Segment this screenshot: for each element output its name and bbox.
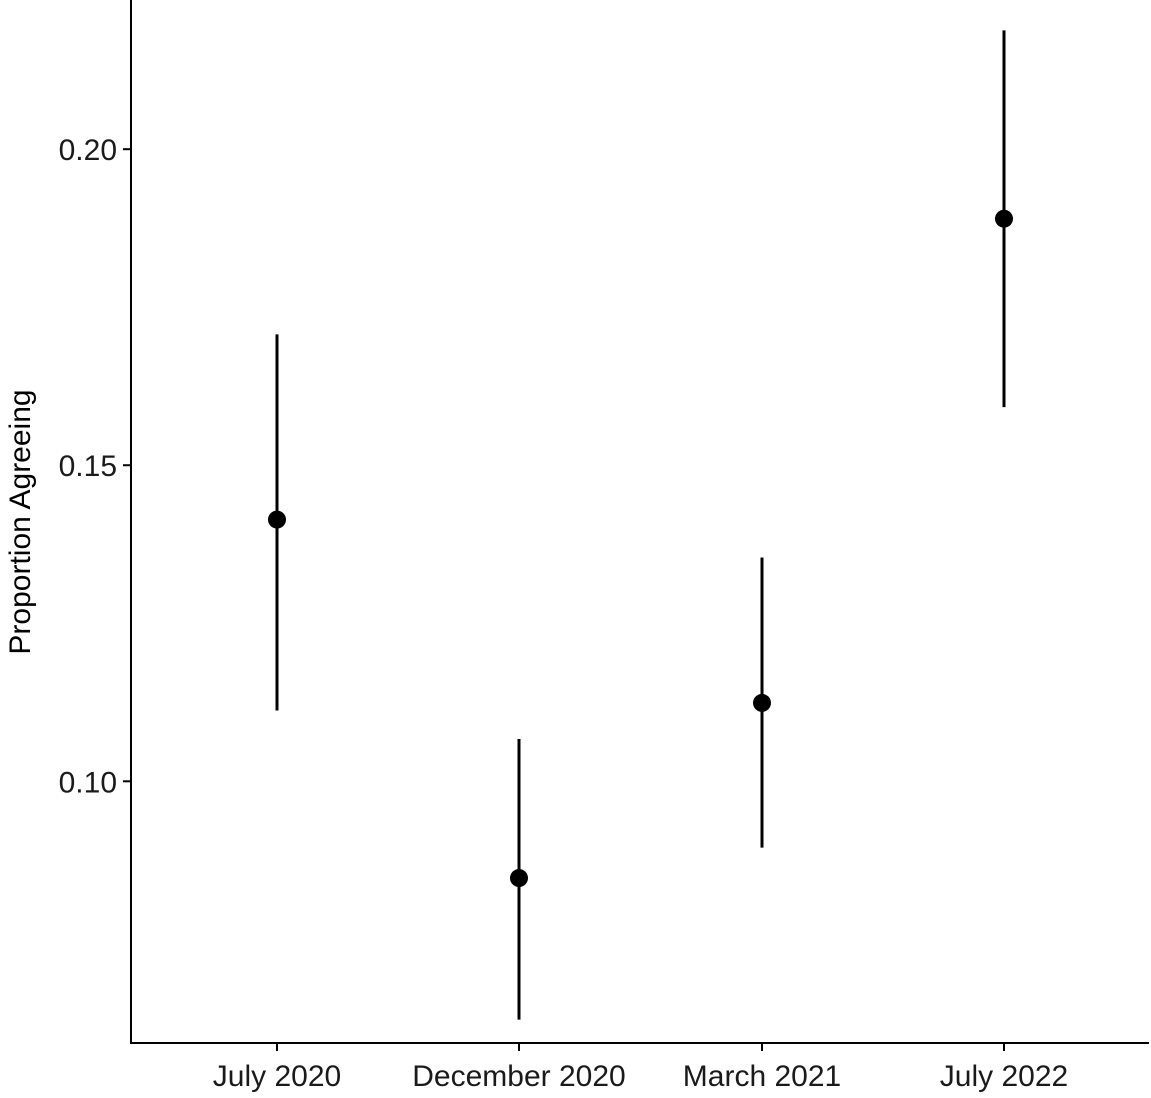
x-tick-label: March 2021 — [683, 1060, 841, 1093]
data-points — [268, 209, 1013, 888]
data-point — [510, 869, 528, 888]
y-tick-label: 0.20 — [59, 134, 117, 167]
data-point — [268, 510, 286, 529]
y-tick-label: 0.10 — [59, 766, 117, 799]
y-tick-label: 0.15 — [59, 450, 117, 483]
x-tick-label: July 2020 — [213, 1060, 341, 1093]
x-ticks: July 2020 December 2020 March 2021 July 202… — [213, 1043, 1068, 1093]
x-tick-label: December 2020 — [412, 1060, 625, 1093]
x-tick-label: July 2022 — [940, 1060, 1068, 1093]
data-point — [995, 209, 1013, 228]
y-ticks: 0.10 0.15 0.20 — [59, 134, 131, 799]
axes — [130, 0, 1149, 1044]
data-point — [753, 693, 771, 712]
error-bars — [275, 30, 1006, 1020]
y-axis-title: Proportion Agreeing — [4, 389, 37, 654]
